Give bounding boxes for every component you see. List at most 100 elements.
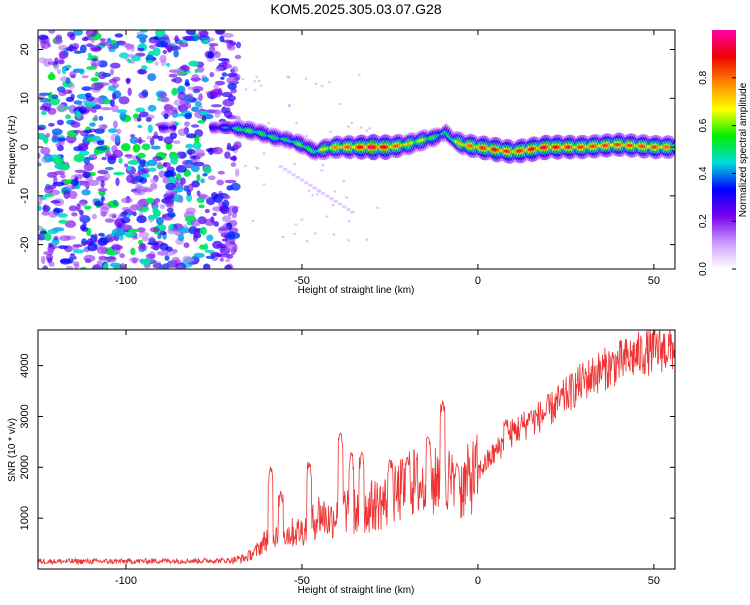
spectrogram-noise-cell xyxy=(70,253,75,257)
spectrogram-noise-cell xyxy=(64,64,72,69)
spectrogram-noise-cell xyxy=(208,43,219,47)
spectrogram-noise-cell xyxy=(157,135,164,141)
spectrogram-noise-cell xyxy=(113,171,125,176)
spectrogram-noise-cell xyxy=(153,209,161,217)
spectrogram-noise-cell xyxy=(114,33,124,38)
spectrogram-noise-cell xyxy=(130,134,136,138)
spectrogram-noise-cell xyxy=(320,169,324,172)
snr-panel: -100 -50 0 50 1000 2000 3000 4000 Height of st… xyxy=(7,329,676,596)
spectrogram-noise-cell xyxy=(77,173,83,180)
spectrogram-noise-cell xyxy=(150,145,161,150)
spectrogram-noise-cell xyxy=(223,194,231,199)
spectrogram-noise-cell xyxy=(200,178,205,184)
spectrogram-noise-cell xyxy=(194,101,202,107)
spectrogram-noise-cell xyxy=(304,77,308,80)
spectrogram-noise-cell xyxy=(172,113,183,117)
spectrogram-noise-cell xyxy=(196,174,201,182)
spectrogram-noise-cell xyxy=(320,84,324,88)
spectrogram-noise-cell xyxy=(119,263,126,269)
spectrogram-noise-cell xyxy=(211,192,218,200)
spectrogram-noise-cell xyxy=(59,235,71,242)
spectrogram-noise-cell xyxy=(325,215,329,218)
spectrogram-noise-cell xyxy=(198,193,208,199)
colorbar: 0.0 0.2 0.4 0.6 0.8 Normalized spectral ampl… xyxy=(698,30,749,276)
spectrogram-noise-cell xyxy=(212,212,217,216)
spectrogram-noise-cell xyxy=(165,246,173,252)
spectrogram-noise-cell xyxy=(53,235,59,241)
spectrogram-noise-cell xyxy=(118,96,130,105)
spectrogram-noise-cell xyxy=(187,86,195,91)
spectrogram-noise-cell xyxy=(129,257,140,263)
spectrogram-noise-cell xyxy=(227,44,236,51)
spectrogram-noise-cell xyxy=(329,197,334,201)
spectrogram-noise-cell xyxy=(203,166,212,174)
snr-y-tick-label: 2000 xyxy=(19,455,31,479)
spectrogram-noise-cell xyxy=(72,249,85,254)
spectrogram-noise-cell xyxy=(149,137,155,146)
spectrogram-noise-cell xyxy=(190,124,200,128)
spectrogram-noise-cell xyxy=(282,167,288,171)
spectrogram-noise-cell xyxy=(112,43,120,49)
spectrogram-noise-cell xyxy=(118,157,123,164)
spectrogram-noise-cell xyxy=(166,62,171,67)
spectrogram-noise-cell xyxy=(98,115,104,121)
spectrogram-noise-cell xyxy=(148,44,155,49)
spectrogram-noise-cell xyxy=(74,169,87,173)
spectrogram-noise-cell xyxy=(204,249,215,254)
spectrogram-noise-cell xyxy=(178,227,191,234)
spectrogram-noise-cell xyxy=(195,152,206,157)
spectrogram-noise-cell xyxy=(337,202,343,206)
spectrogram-noise-cell xyxy=(314,82,318,85)
spectrogram-noise-cell xyxy=(213,51,221,58)
spectrogram-noise-cell xyxy=(79,44,87,54)
spectrogram-noise-cell xyxy=(206,197,216,206)
spectrogram-noise-cell xyxy=(94,200,104,207)
spectrogram-noise-cell xyxy=(91,135,101,141)
spectrogram-noise-cell xyxy=(146,135,152,140)
spectrogram-noise-cell xyxy=(80,266,87,269)
spectrogram-noise-cell xyxy=(227,72,238,78)
spectrogram-noise-cell xyxy=(167,211,176,218)
spectrogram-noise-cell xyxy=(79,68,85,75)
snr-y-tick-label: 4000 xyxy=(19,353,31,377)
spectrogram-noise-cell xyxy=(127,160,139,165)
spectrogram-noise-cell xyxy=(211,146,223,155)
spectrogram-noise-cell xyxy=(100,180,105,188)
spectrogram-noise-cell xyxy=(197,120,206,124)
spectrogram-noise-cell xyxy=(119,112,127,121)
spectrogram-noise-cell xyxy=(154,61,159,66)
spectrogram-noise-cell xyxy=(291,173,296,177)
spectrogram-noise-cell xyxy=(86,106,93,111)
spectrogram-noise-cell xyxy=(130,247,136,256)
spectrogram-noise-cell xyxy=(104,166,114,171)
spectrogram-noise-cell xyxy=(89,122,96,127)
spectrogram-noise-cell xyxy=(120,42,132,47)
spectrogram-noise-cell xyxy=(62,66,67,75)
snr-y-tick-label: 1000 xyxy=(19,506,31,530)
spectrogram-noise-cell xyxy=(145,60,154,64)
spectrogram-noise-cell xyxy=(232,155,237,162)
spectrogram-noise-cell xyxy=(100,196,105,202)
spectrogram-noise-cell xyxy=(107,43,115,50)
spectrogram-noise-cell xyxy=(147,167,157,172)
spectrogram-noise-cell xyxy=(169,45,181,51)
spectrogram-noise-cell xyxy=(125,77,131,83)
spectrogram-noise-cell xyxy=(209,72,215,78)
spectrogram-noise-cell xyxy=(112,93,117,101)
spectrogram-noise-cell xyxy=(69,71,77,78)
spectrogram-noise-cell xyxy=(137,124,143,129)
colorbar-tick-label: 0.2 xyxy=(698,214,709,228)
spectrogram-noise-cell xyxy=(39,97,51,103)
spectrogram-noise-cell xyxy=(347,239,351,242)
spectrogram-noise-cell xyxy=(312,186,318,190)
spectrogram-noise-cell xyxy=(82,171,91,179)
spectrogram-noise-cell xyxy=(164,251,176,256)
spectrogram-noise-cell xyxy=(45,253,54,262)
spectrogram-noise-cell xyxy=(57,245,68,250)
spectrogram-noise-cell xyxy=(111,228,124,237)
spectrogram-noise-cell xyxy=(137,47,145,52)
snr-x-tick-label: -100 xyxy=(115,575,137,587)
spectrogram-noise-cell xyxy=(219,258,224,262)
spectrogram-noise-cell xyxy=(72,256,77,260)
